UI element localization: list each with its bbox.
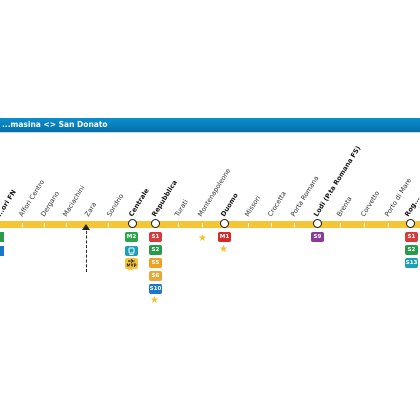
line-header-title: ...masina <> San Donato (2, 120, 108, 129)
metro-line-bar (0, 221, 420, 228)
badge-s1[interactable]: S1 (149, 232, 162, 242)
station-label[interactable]: Centrale (127, 186, 151, 218)
interchange-repubblica[interactable] (151, 219, 160, 228)
station-tick (44, 223, 46, 227)
station-label[interactable]: Sondrio (105, 192, 126, 218)
station-tick (294, 223, 296, 227)
station-label[interactable]: Zara (83, 200, 99, 218)
star-icon: ★ (126, 263, 135, 274)
station-label[interactable]: Brenta (335, 195, 354, 218)
edge-badge-blue (0, 246, 4, 256)
badge-m2[interactable]: M2 (125, 232, 138, 242)
interchange-centrale[interactable] (128, 219, 137, 228)
dashed-connection-arrow (86, 226, 87, 272)
badge-s2[interactable]: S2 (405, 245, 418, 255)
station-tick (364, 223, 366, 227)
header-divider (0, 132, 420, 133)
station-label[interactable]: Rog... (403, 195, 420, 218)
interchange-rogoredo[interactable] (406, 219, 415, 228)
edge-badge-green (0, 232, 4, 242)
station-tick (340, 223, 342, 227)
station-tick (202, 223, 204, 227)
station-label[interactable]: Corvetto (359, 189, 382, 218)
station-tick (108, 223, 110, 227)
badge-s5[interactable]: S5 (149, 258, 162, 268)
line-header-bar: ...masina <> San Donato (0, 118, 420, 132)
star-icon: ★ (198, 233, 207, 244)
station-label[interactable]: Crocetta (266, 189, 288, 218)
station-label[interactable]: Duomo (219, 191, 240, 218)
station-label[interactable]: Lodi (P.ta Romana FS) (312, 144, 363, 218)
airplane-icon (128, 258, 135, 264)
airport-badge[interactable]: MXP (125, 258, 138, 269)
station-tick (271, 223, 273, 227)
passante-icon[interactable] (125, 246, 138, 256)
station-tick (248, 223, 250, 227)
badge-s10[interactable]: S10 (149, 284, 162, 294)
star-icon: ★ (219, 244, 228, 255)
station-label[interactable]: ...ori FN (0, 188, 18, 218)
train-icon (128, 247, 135, 255)
station-tick (388, 223, 390, 227)
station-tick (22, 223, 24, 227)
station-label[interactable]: Turati (173, 198, 190, 218)
station-label[interactable]: Missori (243, 194, 263, 218)
badge-s2[interactable]: S2 (149, 245, 162, 255)
airport-label: MXP (126, 263, 137, 268)
badge-s9[interactable]: S9 (311, 232, 324, 242)
badge-s1[interactable]: S1 (405, 232, 418, 242)
station-tick (178, 223, 180, 227)
badge-s13[interactable]: S13 (405, 258, 418, 268)
interchange-lodi[interactable] (313, 219, 322, 228)
star-icon: ★ (150, 295, 159, 306)
station-label[interactable]: Dergano (39, 189, 61, 218)
badge-m1[interactable]: M1 (218, 232, 231, 242)
interchange-duomo[interactable] (220, 219, 229, 228)
arrow-up-icon (82, 224, 90, 230)
badge-s6[interactable]: S6 (149, 271, 162, 281)
station-tick (66, 223, 68, 227)
